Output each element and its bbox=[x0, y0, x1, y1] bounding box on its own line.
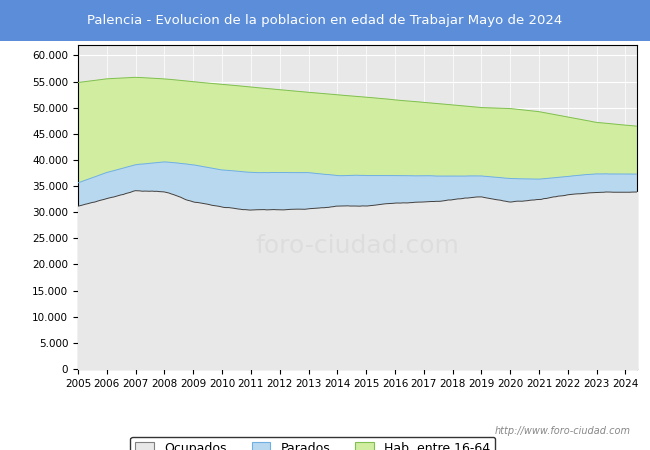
Legend: Ocupados, Parados, Hab. entre 16-64: Ocupados, Parados, Hab. entre 16-64 bbox=[131, 437, 495, 450]
Text: http://www.foro-ciudad.com: http://www.foro-ciudad.com bbox=[495, 427, 630, 436]
Text: Palencia - Evolucion de la poblacion en edad de Trabajar Mayo de 2024: Palencia - Evolucion de la poblacion en … bbox=[87, 14, 563, 27]
Text: foro-ciudad.com: foro-ciudad.com bbox=[255, 234, 460, 258]
